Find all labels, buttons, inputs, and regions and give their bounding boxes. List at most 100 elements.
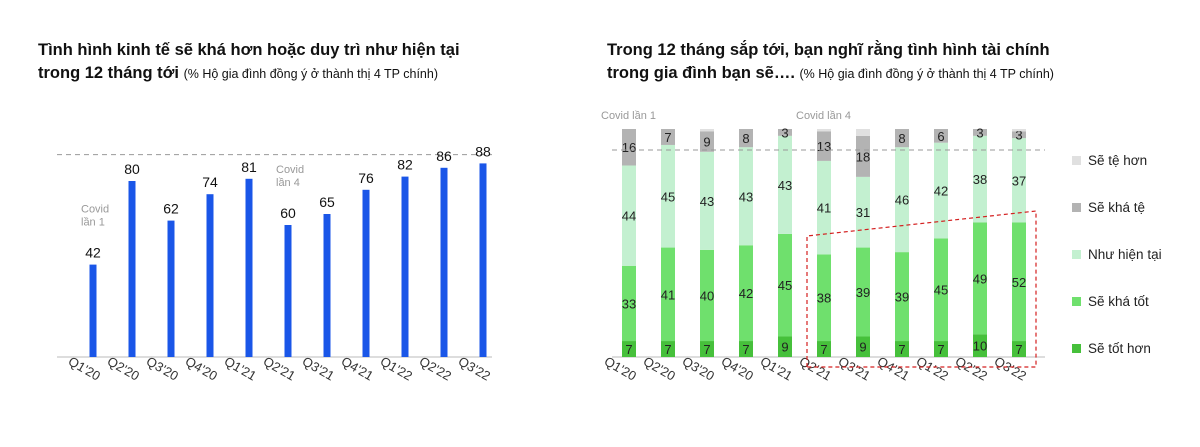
data-label: 45 xyxy=(934,283,948,298)
x-tick-label: Q3'21 xyxy=(836,353,873,383)
x-tick-label: Q3'21 xyxy=(300,353,337,383)
stacked-bar-segment xyxy=(700,341,714,357)
data-label: 8 xyxy=(742,131,749,146)
legend-item: Sẽ khá tốt xyxy=(1072,293,1149,309)
right-title-line2: trong gia đình bạn sẽ…. xyxy=(607,64,795,82)
stacked-bar-segment xyxy=(622,341,636,357)
stacked-bar-segment xyxy=(661,341,675,357)
bar xyxy=(440,167,448,357)
legend-label: Sẽ khá tốt xyxy=(1088,293,1149,309)
data-label: 43 xyxy=(700,194,714,209)
data-label: 82 xyxy=(397,157,413,173)
covid-annotation: lần 1 xyxy=(81,217,105,229)
x-tick-label: Q1'20 xyxy=(66,353,103,383)
data-label: 18 xyxy=(856,149,870,164)
legend-item: Sẽ tốt hơn xyxy=(1072,340,1151,356)
stacked-bar-segment xyxy=(817,341,831,357)
data-label: 43 xyxy=(739,189,753,204)
stacked-bar-segment xyxy=(973,222,987,335)
highlight-region xyxy=(806,210,1037,368)
stacked-bar-segment xyxy=(817,129,831,132)
data-label: 40 xyxy=(700,288,714,303)
stacked-bar-segment xyxy=(817,160,831,255)
data-label: 45 xyxy=(661,189,675,204)
legend-label: Sẽ khá tệ xyxy=(1088,199,1146,215)
data-label: 45 xyxy=(778,278,792,293)
stacked-bar-segment xyxy=(778,135,792,234)
data-label: 43 xyxy=(778,178,792,193)
stacked-bar-segment xyxy=(739,129,753,148)
stacked-bar-segment xyxy=(739,341,753,357)
legend-label: Như hiện tại xyxy=(1088,246,1162,262)
stacked-bar-segment xyxy=(856,336,870,357)
data-label: 9 xyxy=(703,135,710,150)
bar xyxy=(89,264,97,357)
stacked-bar-segment xyxy=(895,129,909,148)
covid-annotation: Covid lần 1 xyxy=(601,110,656,122)
data-label: 33 xyxy=(622,296,636,311)
x-tick-label: Q3'22 xyxy=(992,353,1029,383)
data-label: 13 xyxy=(817,139,831,154)
data-label: 7 xyxy=(703,342,710,357)
bar xyxy=(167,220,175,357)
legend-swatch xyxy=(1072,202,1081,212)
stacked-bar-segment xyxy=(934,341,948,357)
data-label: 7 xyxy=(937,342,944,357)
data-label: 42 xyxy=(934,184,948,199)
stacked-bar-segment xyxy=(1012,222,1026,342)
x-tick-label: Q2'20 xyxy=(105,353,142,383)
legend-item: Sẽ tệ hơn xyxy=(1072,152,1147,168)
bar xyxy=(206,194,214,357)
stacked-bar-segment xyxy=(778,233,792,337)
stacked-bar-segment xyxy=(895,341,909,357)
stacked-bar-segment xyxy=(778,129,792,136)
data-label: 65 xyxy=(319,194,335,210)
stacked-bar-segment xyxy=(895,252,909,342)
data-label: 80 xyxy=(124,161,140,177)
x-tick-label: Q4'21 xyxy=(875,353,912,383)
stacked-bar-segment xyxy=(934,238,948,342)
x-tick-label: Q2'22 xyxy=(953,353,990,383)
data-label: 46 xyxy=(895,193,909,208)
data-label: 37 xyxy=(1012,173,1026,188)
legend-item: Như hiện tại xyxy=(1072,246,1162,262)
data-label: 42 xyxy=(85,245,101,261)
data-label: 38 xyxy=(817,291,831,306)
stacked-bar-segment xyxy=(973,334,987,357)
stacked-bar-segment xyxy=(1012,131,1026,139)
x-tick-label: Q2'22 xyxy=(417,353,454,383)
bar xyxy=(128,181,136,357)
right-chart-title: Trong 12 tháng sắp tới, bạn nghĩ rằng tì… xyxy=(607,39,1167,86)
data-label: 7 xyxy=(664,342,671,357)
data-label: 31 xyxy=(856,205,870,220)
legend-swatch xyxy=(1072,155,1081,165)
x-tick-label: Q4'20 xyxy=(183,353,220,383)
data-label: 62 xyxy=(163,201,179,217)
stacked-bar-segment xyxy=(661,247,675,342)
stacked-bar-segment xyxy=(934,129,948,143)
stacked-bar-segment xyxy=(700,151,714,250)
stacked-bar-segment xyxy=(1012,138,1026,223)
legend-swatch xyxy=(1072,249,1081,259)
legend-label: Sẽ tệ hơn xyxy=(1088,152,1148,168)
data-label: 60 xyxy=(280,205,296,221)
legend-swatch xyxy=(1072,296,1081,306)
data-label: 7 xyxy=(664,130,671,145)
x-tick-label: Q4'21 xyxy=(339,353,376,383)
right-title-line1: Trong 12 tháng sắp tới, bạn nghĩ rằng tì… xyxy=(607,41,1050,59)
covid-annotation: lần 4 xyxy=(276,177,300,189)
bar xyxy=(245,178,253,357)
stacked-bar-segment xyxy=(817,254,831,342)
x-tick-label: Q3'20 xyxy=(144,353,181,383)
legend-item: Sẽ khá tệ xyxy=(1072,199,1145,215)
stacked-bar-segment xyxy=(1012,129,1026,132)
covid-annotation: Covid xyxy=(276,164,304,176)
stacked-bar-segment xyxy=(973,135,987,223)
data-label: 74 xyxy=(202,174,218,190)
data-label: 52 xyxy=(1012,275,1026,290)
data-label: 3 xyxy=(976,125,983,140)
data-label: 7 xyxy=(898,342,905,357)
bar xyxy=(323,214,331,357)
legend-swatch xyxy=(1072,343,1081,353)
x-tick-label: Q1'22 xyxy=(378,353,415,383)
